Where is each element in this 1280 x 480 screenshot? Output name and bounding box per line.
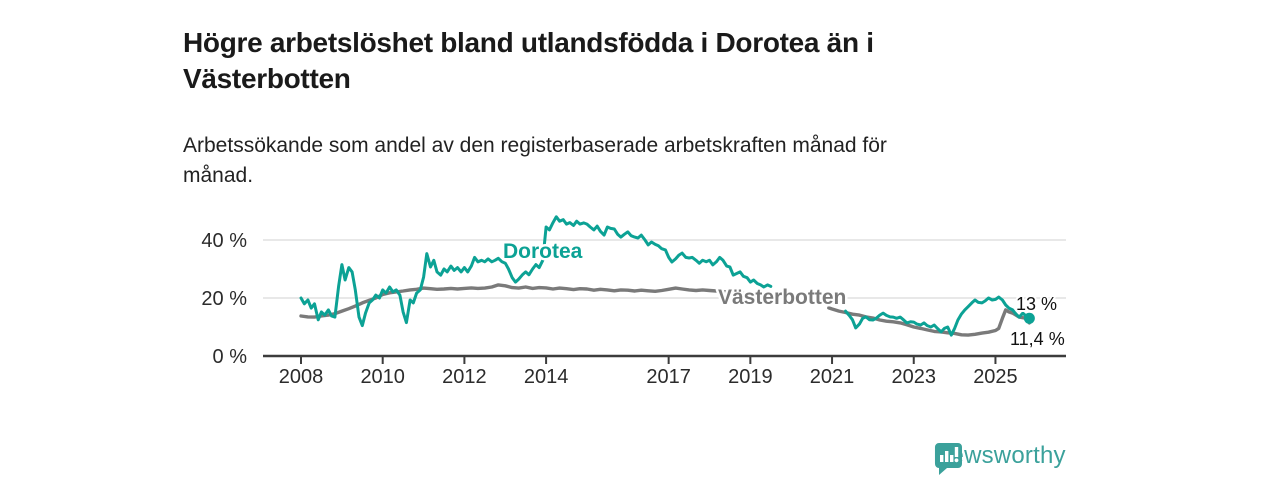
dorotea-end-value-label: 13 % — [1016, 294, 1057, 314]
x-tick-label-2021: 2021 — [810, 366, 855, 388]
vasterbotten-line — [299, 283, 1032, 337]
dorotea-end-dot — [1023, 312, 1035, 324]
chart-subtitle: Arbetssökande som andel av den registerb… — [183, 131, 1063, 191]
x-tick-label-2010: 2010 — [360, 366, 405, 388]
x-tick-label-2012: 2012 — [442, 366, 487, 388]
newsworthy-speech-bubble-bar-chart-icon — [935, 443, 962, 475]
vasterbotten-end-value-label: 11,4 % — [1010, 329, 1065, 349]
y-tick-label-20: 20 % — [201, 288, 247, 310]
x-tick-label-2025: 2025 — [973, 366, 1018, 388]
page-title: Högre arbetslöshet bland utlandsfödda i … — [183, 25, 1013, 97]
x-tick-label-2023: 2023 — [892, 366, 937, 388]
x-tick-label-2019: 2019 — [728, 366, 773, 388]
dorotea-series-label: Dorotea — [503, 240, 583, 263]
x-tick-label-2017: 2017 — [646, 366, 691, 388]
newsworthy-logo: Newsworthy — [933, 442, 1066, 475]
y-tick-label-40: 40 % — [201, 230, 247, 252]
title-line-1: Högre arbetslöshet bland utlandsfödda i … — [183, 26, 874, 58]
vasterbotten-series-label: Västerbotten — [718, 286, 846, 309]
dorotea-line — [299, 215, 1031, 337]
y-tick-label-0: 0 % — [213, 346, 248, 368]
subtitle-line-1: Arbetssökande som andel av den registerb… — [183, 134, 887, 157]
y-axis-labels: 0 % 20 % 40 % — [201, 230, 247, 368]
subtitle-line-2: månad. — [183, 164, 254, 187]
x-tick-label-2014: 2014 — [524, 366, 569, 388]
x-axis-ticks: 2008 2010 2012 2014 2017 2019 2021 2023 2025 — [279, 356, 1018, 388]
x-tick-label-2008: 2008 — [279, 366, 324, 388]
title-line-2: Västerbotten — [183, 62, 351, 94]
gridlines — [263, 239, 1066, 299]
